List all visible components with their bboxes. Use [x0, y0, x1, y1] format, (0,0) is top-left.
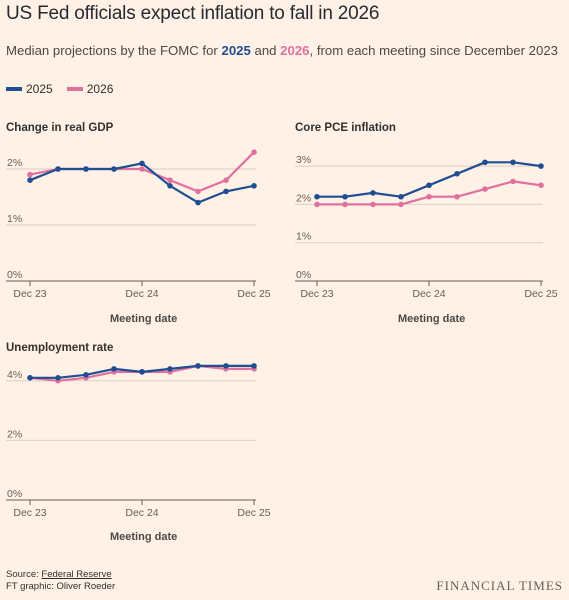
gdp-series-2026-point: [167, 177, 173, 183]
unemployment-x-tick-label: Dec 23: [13, 507, 46, 519]
pce-series-2025-point: [398, 193, 404, 200]
gdp-series-2025-point: [111, 166, 117, 172]
gdp-series-2025-point: [195, 199, 201, 206]
source-label: Source:: [6, 569, 42, 580]
pce-series-2025-point: [454, 170, 460, 177]
brand-logo: FINANCIAL TIMES: [436, 578, 563, 593]
unemployment-series-2025-point: [83, 372, 89, 378]
pce-y-tick-label: 0%: [296, 269, 311, 281]
gdp-series-2025-point: [167, 183, 173, 189]
pce-series-2025-point: [482, 159, 488, 166]
pce-series-2025-point: [342, 193, 348, 200]
legend-swatch-2025: [6, 87, 22, 91]
pce-series-2025-point: [370, 190, 376, 196]
pce-series-2026-point: [510, 178, 516, 185]
gdp-series-2025-point: [55, 166, 61, 172]
pce-series-2026-point: [426, 193, 432, 200]
legend-item-2025: 2025: [6, 82, 53, 96]
gdp-series-2026-point: [27, 171, 33, 178]
pce-x-axis-title: Meeting date: [398, 313, 466, 325]
gdp-series-2025-point: [223, 188, 229, 195]
graphic-credit: FT graphic: Oliver Roeder: [6, 581, 116, 592]
legend-item-2026: 2026: [66, 82, 114, 96]
gdp-x-tick-label: Dec 24: [125, 288, 158, 300]
pce-series-2025-point: [426, 182, 432, 189]
gdp-series-2026-point: [251, 149, 257, 155]
gdp-y-tick-label: 2%: [7, 157, 22, 169]
subtitle-text-start: Median projections by the FOMC for: [6, 43, 222, 58]
unemployment-series-2025-point: [223, 363, 229, 369]
pce-series-2026-point: [314, 201, 320, 208]
legend-label-2025: 2025: [26, 82, 53, 96]
pce-series-2026-point: [342, 201, 348, 208]
unemployment-y-tick-label: 2%: [7, 428, 22, 440]
source-note: Source: Federal Reserve FT graphic: Oliv…: [6, 569, 115, 593]
unemployment-y-tick-label: 0%: [7, 488, 22, 500]
unemployment-panel-title: Unemployment rate: [6, 342, 114, 354]
gdp-series-2025-point: [27, 177, 33, 183]
gdp-series-2025-point: [139, 160, 145, 167]
gdp-x-axis-title: Meeting date: [110, 313, 178, 325]
pce-series-2026-point: [454, 193, 460, 200]
pce-series-2025-point: [538, 163, 544, 169]
unemployment-series-2025-point: [139, 369, 145, 375]
pce-series-2026-point: [482, 186, 488, 192]
unemployment-series-2025-point: [167, 366, 173, 372]
legend: 2025 2026: [6, 82, 113, 96]
gdp-series-2026-point: [139, 166, 145, 172]
subtitle-text-mid: and: [250, 43, 281, 58]
pce-series-2026-point: [538, 182, 544, 189]
gdp-x-tick-label: Dec 23: [13, 288, 46, 300]
pce-series-2026-point: [370, 201, 376, 208]
pce-panel-title: Core PCE inflation: [295, 122, 396, 134]
pce-y-tick-label: 1%: [296, 231, 311, 243]
unemployment-x-axis-title: Meeting date: [110, 531, 178, 543]
pce-x-tick-label: Dec 25: [524, 288, 557, 300]
unemployment-series-2025-point: [195, 363, 201, 369]
pce-series-2026-point: [398, 201, 404, 208]
pce-x-tick-label: Dec 23: [300, 288, 333, 300]
gdp-panel-title: Change in real GDP: [6, 122, 114, 134]
pce-x-tick-label: Dec 24: [412, 288, 445, 300]
unemployment-series-2025-point: [27, 375, 33, 381]
unemployment-series-2025-point: [251, 363, 257, 369]
pce-y-tick-label: 2%: [296, 192, 311, 204]
unemployment-x-tick-label: Dec 24: [125, 507, 158, 519]
gdp-series-2026-point: [223, 177, 229, 183]
legend-label-2026: 2026: [86, 82, 114, 96]
subtitle-key-2025: 2025: [221, 43, 251, 58]
unemployment-y-tick-label: 4%: [7, 369, 22, 381]
gdp-x-tick-label: Dec 25: [237, 288, 270, 300]
gdp-series-2026-point: [195, 188, 201, 195]
chart-subtitle: Median projections by the FOMC for 2025 …: [6, 43, 558, 58]
gdp-y-tick-label: 1%: [7, 213, 22, 225]
gdp-series-2025-point: [251, 183, 257, 189]
source-link[interactable]: Federal Reserve: [41, 569, 112, 580]
unemployment-series-2025-point: [111, 366, 117, 372]
legend-swatch-2026: [66, 87, 83, 91]
subtitle-text-end: , from each meeting since December 2023: [309, 43, 559, 58]
unemployment-x-tick-label: Dec 25: [237, 507, 270, 519]
pce-series-2025-point: [314, 193, 320, 200]
unemployment-series-2025-point: [55, 375, 61, 381]
gdp-y-tick-label: 0%: [7, 269, 22, 281]
pce-y-tick-label: 3%: [296, 154, 311, 166]
pce-series-2025-point: [510, 159, 516, 166]
subtitle-key-2026: 2026: [280, 43, 310, 58]
gdp-series-2025-point: [83, 166, 89, 172]
chart-title: US Fed officials expect inflation to fal…: [6, 3, 380, 24]
source-line: Source: Federal Reserve: [6, 569, 115, 581]
